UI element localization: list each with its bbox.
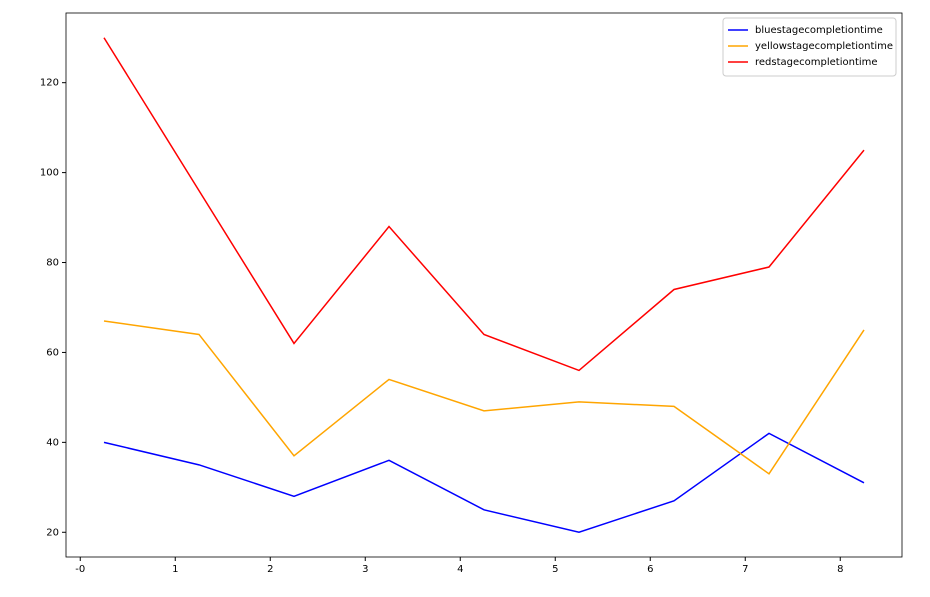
plot-frame bbox=[65, 12, 903, 558]
y-tick-label: 100 bbox=[40, 168, 59, 179]
x-tick-label: 8 bbox=[837, 564, 843, 575]
x-tick-label: 4 bbox=[457, 564, 463, 575]
y-tick-label: 40 bbox=[46, 437, 59, 448]
x-tick-label: 6 bbox=[647, 564, 653, 575]
x-tick-label: 2 bbox=[267, 564, 273, 575]
x-tick-label: 5 bbox=[552, 564, 558, 575]
legend-label: yellowstagecompletiontime bbox=[755, 41, 893, 52]
x-tick-label: 7 bbox=[742, 564, 748, 575]
line-series bbox=[103, 320, 865, 475]
y-tick-label: 120 bbox=[40, 78, 59, 89]
legend-label: redstagecompletiontime bbox=[755, 57, 878, 68]
legend-box bbox=[722, 17, 897, 77]
y-tick-label: 80 bbox=[46, 258, 59, 269]
y-tick-label: 20 bbox=[46, 527, 59, 538]
x-tick-label: 3 bbox=[362, 564, 368, 575]
x-tick-label: 1 bbox=[172, 564, 178, 575]
legend: bluestagecompletiontime yellowstagecomple… bbox=[722, 17, 897, 77]
line-series bbox=[103, 432, 865, 534]
y-tick-label: 60 bbox=[46, 347, 59, 358]
x-tick-label: -0 bbox=[75, 564, 85, 575]
legend-label: bluestagecompletiontime bbox=[755, 25, 883, 36]
line-series bbox=[103, 37, 865, 372]
